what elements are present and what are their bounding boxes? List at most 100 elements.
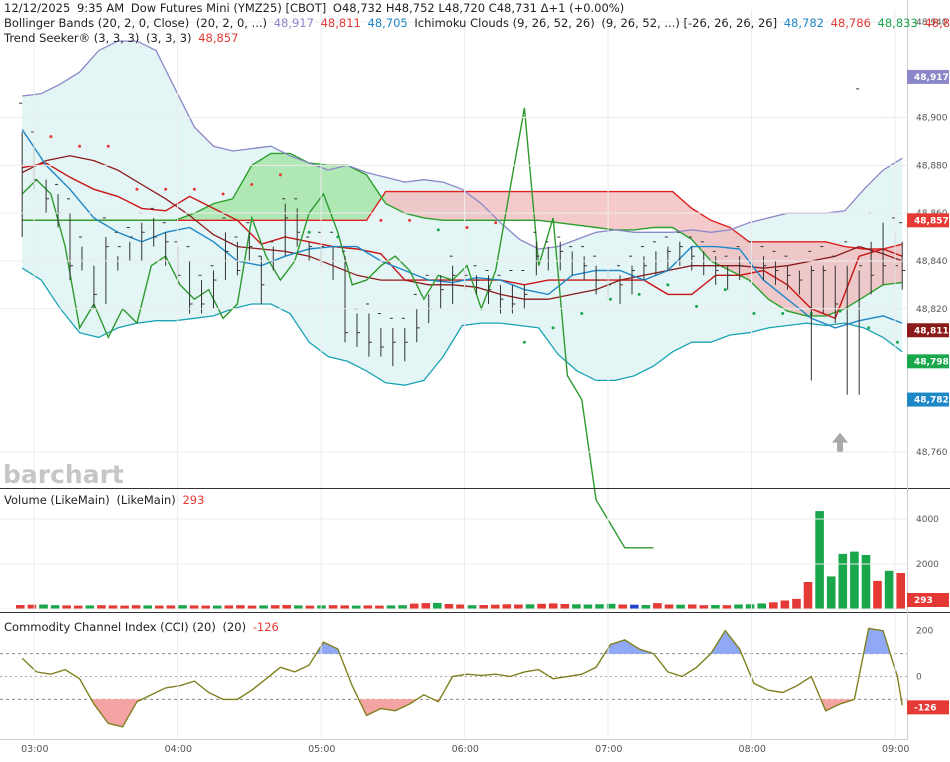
ohlc-bar (521, 270, 528, 309)
volume-pane[interactable] (16, 511, 905, 610)
volume-bar (734, 604, 743, 609)
volume-bar (583, 604, 593, 609)
ohlc-bar (473, 265, 480, 295)
ohlc-bar (784, 255, 791, 290)
volume-bar (525, 604, 535, 609)
volume-bar (514, 604, 523, 609)
time-tick-label: 06:00 (452, 744, 479, 755)
ohlc-bar (820, 246, 827, 314)
cci-header[interactable]: Commodity Channel Index (CCI) (20) (20) … (4, 620, 282, 635)
volume-bar (560, 604, 570, 609)
cci-pane[interactable] (0, 627, 907, 728)
volume-bar (189, 605, 199, 609)
volume-bar (572, 604, 581, 609)
volume-bar (780, 600, 790, 609)
ohlc-bar (389, 317, 396, 367)
price-badge (907, 392, 949, 407)
trend-dot (250, 182, 254, 186)
cloud-red-segment (557, 191, 577, 226)
ichimoku-value-2: 48,786 (830, 16, 871, 30)
cloud-red-segment (672, 191, 692, 240)
cci-badge (907, 700, 949, 715)
up-arrow-icon (832, 432, 849, 453)
volume-bar (838, 553, 848, 609)
bb-params: (20, 2, 0, ...) (195, 16, 268, 30)
bb-upper-value: 48,917 (273, 16, 314, 30)
volume-bar (456, 604, 465, 609)
trend-seeker-label[interactable]: Trend Seeker® (3, 3, 3) (4, 31, 140, 45)
trend-dot (78, 144, 82, 148)
cloud-red-segment (404, 191, 424, 218)
price-header-line3[interactable]: Trend Seeker® (3, 3, 3) (3, 3, 3) 48,857 (4, 31, 241, 46)
volume-bar (62, 605, 71, 609)
ichimoku-params: (9, 26, 52, ...) [-26, 26, 26, 26] (601, 16, 778, 30)
price-tick-label: 48,820 (916, 305, 948, 315)
trend-dot (408, 218, 412, 222)
trend-seeker-params: (3, 3, 3) (146, 31, 192, 45)
volume-bar (861, 555, 871, 609)
header-time: 9:35 AM (76, 1, 125, 15)
ohlc-bar (593, 255, 600, 295)
volume-bar (363, 605, 373, 609)
cloud-red-segment (691, 208, 711, 261)
trend-dot (723, 288, 727, 292)
cloud-red-segment (538, 191, 558, 223)
bb-lower-value: 48,811 (320, 16, 361, 30)
cloud-red-segment (634, 191, 654, 230)
volume-bar (50, 605, 60, 609)
ichimoku-label[interactable]: Ichimoku Clouds (9, 26, 52, 26) (414, 16, 595, 30)
time-tick-label: 09:00 (882, 744, 909, 755)
ohlc-bar (210, 265, 217, 309)
volume-badge (907, 593, 949, 607)
trend-dot (608, 297, 612, 301)
bb-label[interactable]: Bollinger Bands (20, 2, 0, Close) (4, 16, 190, 30)
trend-dot (494, 221, 498, 225)
volume-bar (85, 605, 95, 609)
price-badge-label: 48,857 (914, 216, 949, 226)
trend-dot (838, 309, 842, 313)
ohlc-bar (485, 270, 492, 304)
ohlc-bar (365, 303, 372, 357)
price-tick-label: 48,900 (916, 114, 948, 124)
volume-bar (896, 573, 905, 609)
price-badge-label: 48,811 (914, 326, 949, 336)
volume-bar (884, 570, 894, 610)
volume-bar (826, 576, 836, 609)
volume-bar (769, 602, 778, 610)
ichimoku-value-4: 48,842 (924, 16, 950, 30)
trend-dot (522, 340, 526, 344)
ohlc-bar (856, 88, 863, 395)
volume-bar (687, 604, 697, 609)
cloud-red-segment (423, 191, 444, 221)
ohlc-bar (760, 246, 767, 281)
cci-label[interactable]: Commodity Channel Index (CCI) (20) (4, 620, 216, 634)
volume-header[interactable]: Volume (LikeMain) (LikeMain) 293 (4, 493, 207, 508)
ohlc-bar (724, 255, 731, 290)
cloud-green-segment (270, 153, 291, 221)
volume-bar (247, 605, 257, 609)
volume-bar (259, 605, 268, 609)
volume-bar (409, 603, 419, 609)
ohlc-bar (533, 231, 540, 276)
time-tick-label: 04:00 (165, 744, 192, 755)
ohlc-bar (688, 236, 695, 271)
volume-bar (815, 511, 824, 609)
trend-dot (49, 135, 53, 139)
volume-bar (166, 605, 176, 609)
cci-tick-label: 200 (916, 627, 933, 637)
ohlc-bar (628, 255, 635, 295)
cloud-red-segment (787, 241, 807, 316)
ohlc-bar (581, 246, 588, 281)
price-header-line2[interactable]: Bollinger Bands (20, 2, 0, Close) (20, 2… (4, 16, 950, 31)
volume-bar (803, 582, 813, 609)
trend-dot (666, 283, 670, 287)
ohlc-bar (114, 231, 121, 271)
volume-bar (722, 605, 732, 609)
volume-bar (351, 605, 361, 609)
ohlc-bar (222, 217, 229, 281)
volume-label[interactable]: Volume (LikeMain) (4, 493, 110, 507)
volume-bar (618, 604, 627, 609)
volume-bar (676, 604, 685, 609)
trend-dot (221, 192, 225, 196)
